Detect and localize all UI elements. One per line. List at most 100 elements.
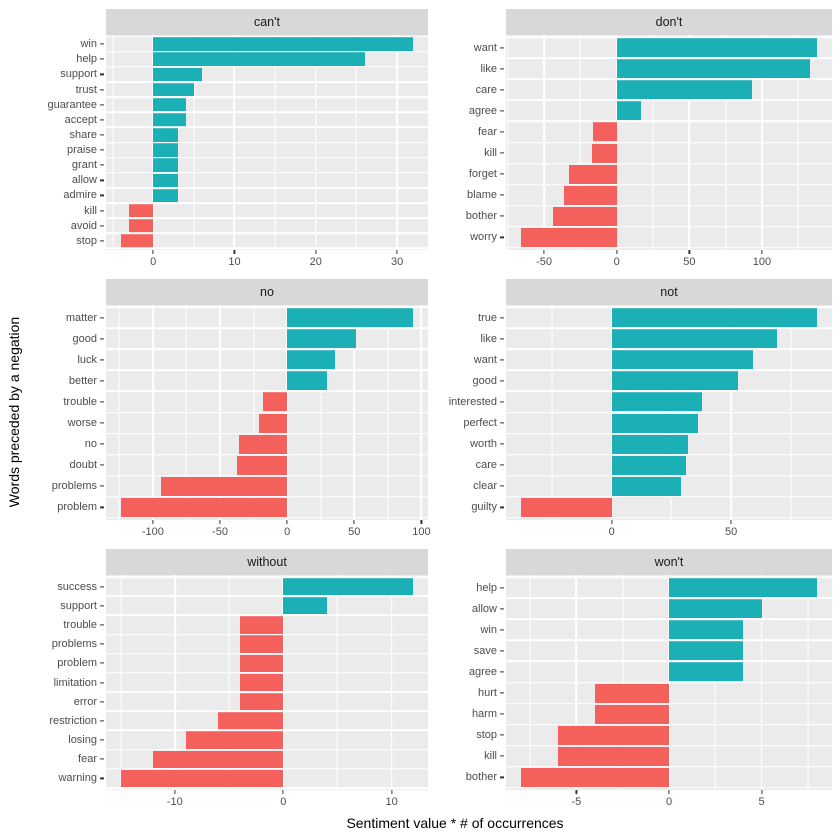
major-gridline xyxy=(390,575,393,790)
bar xyxy=(239,673,284,692)
y-tick-mark xyxy=(100,624,104,626)
y-axis-label: want xyxy=(473,353,497,366)
y-axis-label: limitation xyxy=(53,676,97,689)
y-tick-mark xyxy=(500,173,504,175)
bar-separator-line xyxy=(506,57,832,59)
facet-strip: don't xyxy=(506,9,832,35)
bar-separator-line xyxy=(106,517,428,519)
y-tick-mark xyxy=(100,73,104,75)
y-axis-label: help xyxy=(476,581,497,594)
x-tick-label: -100 xyxy=(141,526,164,538)
bar-separator-line xyxy=(106,327,428,329)
bar-separator-line xyxy=(506,99,832,102)
y-axis-label: admire xyxy=(63,189,97,202)
bar xyxy=(564,185,617,205)
bar-separator-line xyxy=(506,576,832,578)
y-axis-label: like xyxy=(480,332,497,345)
y-axis-label: doubt xyxy=(69,459,97,472)
bar xyxy=(153,97,186,112)
bar xyxy=(552,206,617,226)
y-axis-title: Words preceded by a negation xyxy=(6,316,22,508)
y-axis-label: win xyxy=(480,623,497,636)
bar xyxy=(611,308,818,328)
bar xyxy=(616,59,810,79)
facet-cant: can't win help support trust guarantee accept… xyxy=(22,9,428,272)
y-tick-mark xyxy=(500,755,504,757)
bar-separator-line xyxy=(506,226,832,228)
x-tick-label: 0 xyxy=(608,526,615,538)
x-tick-mark xyxy=(152,250,154,254)
bar xyxy=(611,350,753,370)
x-tick-label: -50 xyxy=(212,526,228,538)
x-tick-label: -10 xyxy=(166,796,183,808)
minor-gridline xyxy=(228,575,230,790)
y-axis-label: blame xyxy=(467,189,497,202)
facet-title: don't xyxy=(655,15,683,29)
bar xyxy=(258,413,288,433)
y-axis-label: support xyxy=(60,68,97,81)
y-axis-label: problem xyxy=(57,501,97,514)
bar-separator-line xyxy=(506,702,832,705)
bar-separator-line xyxy=(506,306,832,308)
y-axis-label: share xyxy=(69,128,97,141)
bar xyxy=(120,497,288,517)
x-tick-label: 10 xyxy=(228,256,241,268)
facet-wont: won't help allow win save agree hurt harm stop k… xyxy=(434,549,832,812)
y-axis-label: win xyxy=(80,38,97,51)
bar-separator-line xyxy=(106,474,428,477)
y-axis-label: guarantee xyxy=(47,98,97,111)
y-tick-mark xyxy=(100,43,104,45)
bar-separator-line xyxy=(106,710,428,713)
y-tick-mark xyxy=(500,776,504,778)
y-axis-label: good xyxy=(472,374,497,387)
bar xyxy=(237,455,288,475)
y-tick-mark xyxy=(100,179,104,181)
y-axis-label: forget xyxy=(468,168,497,181)
bar-separator-line xyxy=(106,672,428,674)
y-axis-label: problem xyxy=(57,657,97,670)
bar-separator-line xyxy=(506,766,832,768)
x-axis: -50 0 50 100 xyxy=(506,250,832,272)
bar-separator-line xyxy=(106,453,428,456)
bar-separator-line xyxy=(506,78,832,81)
x-tick-mark xyxy=(315,250,317,254)
bar-separator-line xyxy=(506,474,832,477)
bar xyxy=(669,641,744,661)
bar xyxy=(287,308,414,328)
y-tick-mark xyxy=(500,47,504,49)
bar-separator-line xyxy=(506,618,832,621)
x-tick-mark xyxy=(761,790,763,794)
y-tick-mark xyxy=(100,338,104,340)
facet-not: not true like want good interested perfect wor… xyxy=(434,279,832,542)
bar-separator-line xyxy=(106,202,428,204)
y-tick-mark xyxy=(100,443,104,445)
y-axis-label: perfect xyxy=(463,417,497,430)
plot-panel xyxy=(506,305,832,520)
y-tick-mark xyxy=(100,164,104,166)
bar xyxy=(153,128,178,142)
x-tick-label: 100 xyxy=(752,256,772,268)
y-tick-mark xyxy=(500,734,504,736)
y-axis-label: harm xyxy=(471,708,497,721)
y-tick-mark xyxy=(100,317,104,319)
y-tick-mark xyxy=(500,110,504,112)
y-axis-label: kill xyxy=(84,204,97,217)
y-axis-label: worse xyxy=(67,417,97,430)
y-tick-mark xyxy=(100,134,104,136)
y-tick-mark xyxy=(100,359,104,361)
x-tick-mark xyxy=(575,790,577,794)
bar-separator-line xyxy=(106,691,428,693)
facet-title: won't xyxy=(654,555,684,569)
bar-separator-line xyxy=(106,35,428,38)
bar-separator-line xyxy=(106,432,428,435)
plot-panel xyxy=(106,575,428,790)
facet-title: without xyxy=(247,555,287,569)
bar-separator-line xyxy=(106,187,428,189)
y-axis-labels: matter good luck better trouble worse no doubt p… xyxy=(22,305,106,520)
bar xyxy=(153,67,202,82)
y-axis-label: bother xyxy=(465,210,497,223)
y-tick-mark xyxy=(100,58,104,60)
x-tick-label: 50 xyxy=(725,526,738,538)
bar-separator-line xyxy=(506,141,832,144)
bar xyxy=(611,371,739,391)
